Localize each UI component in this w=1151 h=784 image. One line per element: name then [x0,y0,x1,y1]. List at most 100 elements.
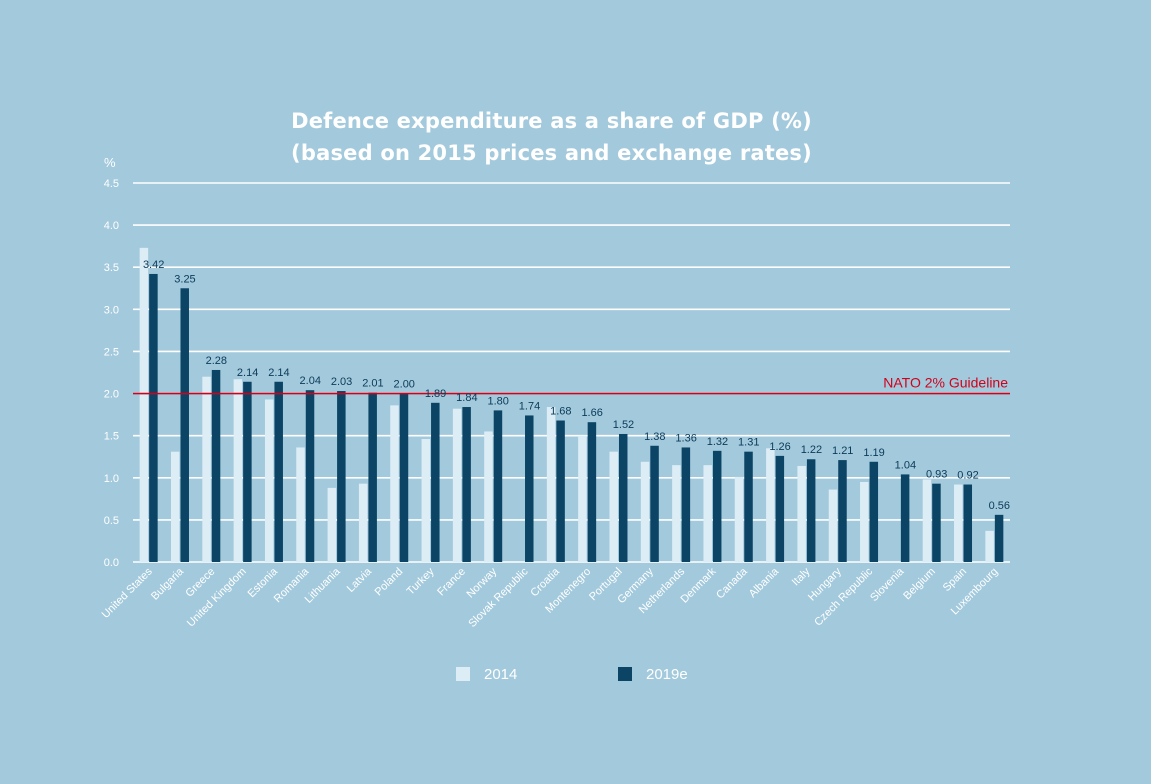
bar-2019e [180,288,189,562]
x-tick-label: Slovak Republic [466,565,531,630]
bar-2019e [869,461,879,562]
y-tick-label: 4.5 [104,178,119,190]
bar-2019e [963,484,973,562]
bar-2014 [922,479,932,562]
x-tick-label: Spain [941,566,969,594]
bar-2019e [493,410,503,562]
chart-title-line-1: Defence expenditure as a share of GDP (%… [291,109,812,133]
bar-2019e [712,450,722,562]
legend-label-2014: 2014 [484,665,518,683]
y-tick-label: 4.0 [104,220,119,232]
y-tick-label: 1.0 [104,473,119,485]
bar-2019e [462,407,471,562]
bar-2019e [838,460,847,562]
bar-2019e [525,415,534,562]
bar-2019e [650,445,659,562]
reference-line-label: NATO 2% Guideline [883,375,1008,391]
y-tick-label: 3.5 [104,262,119,274]
chart-title: Defence expenditure as a share of GDP (%… [0,105,1103,169]
bar-2014 [202,376,211,562]
bar-2019e [556,420,565,562]
data-label: 2.14 [237,367,258,379]
bar-2014 [264,399,274,562]
bars [139,247,1004,562]
data-labels: 3.42 3.25 2.28 2.14 2.14 2.04 2.03 2.01 2.00 1.89… [143,259,1010,512]
data-label: 1.66 [581,407,602,419]
x-tick-label: United States [100,565,156,621]
bar-2019e [994,514,1004,562]
y-tick-label: 0.0 [104,557,119,569]
data-label: 1.80 [487,395,508,407]
bar-2014 [484,431,493,562]
bar-2014 [672,465,681,562]
bar-2014 [421,439,431,562]
data-label: 1.19 [863,447,884,459]
x-tick-label: Albania [747,565,782,600]
x-tick-label: Czech Republic [812,565,875,628]
y-tick-label: 0.5 [104,515,119,527]
legend-swatch-2014 [456,667,470,681]
data-label: 1.21 [832,445,853,457]
bar-2019e [744,451,753,562]
bar-2014 [766,448,775,562]
legend-label-2019e: 2019e [646,665,688,683]
data-label: 2.01 [362,378,383,390]
x-tick-label: Latvia [345,565,375,595]
bar-2019e [399,393,409,562]
x-tick-label: Lithuania [303,565,344,606]
bar-2019e [431,402,440,562]
bar-2014 [233,379,243,562]
bar-2019e [618,433,628,562]
x-tick-label: Slovenia [868,565,907,604]
bar-2019e [806,459,816,562]
bar-2014 [452,408,462,562]
data-label: 2.03 [331,376,352,388]
data-label: 3.42 [143,259,164,271]
data-label: 1.26 [769,441,790,453]
data-label: 3.25 [174,273,195,285]
bar-2019e [149,273,158,562]
legend-swatch-2019e [618,667,632,681]
data-label: 2.28 [206,355,227,367]
data-label: 1.36 [675,432,696,444]
data-label: 1.68 [550,406,571,418]
legend-item-2014: 2014 [456,664,517,684]
bar-2014 [985,530,994,562]
bar-2014 [358,483,368,562]
bar-2019e [681,447,691,562]
data-label: 1.52 [613,419,634,431]
data-label: 1.04 [895,459,916,471]
bar-2014 [546,407,556,562]
gridlines [133,182,1010,563]
bar-2019e [274,381,283,562]
x-tick-label: Bulgaria [149,565,187,603]
x-tick-label: Denmark [679,565,719,605]
bar-2014 [954,484,963,562]
x-tick-label: United Kingdom [185,566,249,630]
data-label: 1.31 [738,437,759,449]
y-tick-label: 1.5 [104,431,119,443]
x-tick-label: Turkey [405,565,437,597]
bar-2014 [860,481,869,562]
y-tick-label: 2.0 [104,389,119,401]
x-tick-label: Poland [373,566,406,599]
data-label: 1.84 [456,392,477,404]
bar-2014 [296,447,305,562]
bar-2019e [368,392,377,562]
data-label: 1.38 [644,431,665,443]
y-axis-ticks: 0.0 0.5 1.0 1.5 2.0 2.5 3.0 3.5 4.0 4.5 [104,178,119,569]
data-label: 2.14 [268,367,289,379]
y-tick-label: 2.5 [104,346,119,358]
x-tick-label: Belgium [901,566,938,603]
y-tick-label: 3.0 [104,304,119,316]
data-label: 1.74 [519,400,540,412]
legend-item-2019e: 2019e [618,664,688,684]
data-label: 1.32 [707,436,728,448]
x-tick-label: France [435,566,468,599]
bar-2014 [797,465,806,562]
bar-2014 [578,435,587,562]
bar-2014 [170,451,180,562]
bar-2019e [337,391,346,562]
bar-2014 [327,487,337,562]
bar-2014 [609,451,618,562]
